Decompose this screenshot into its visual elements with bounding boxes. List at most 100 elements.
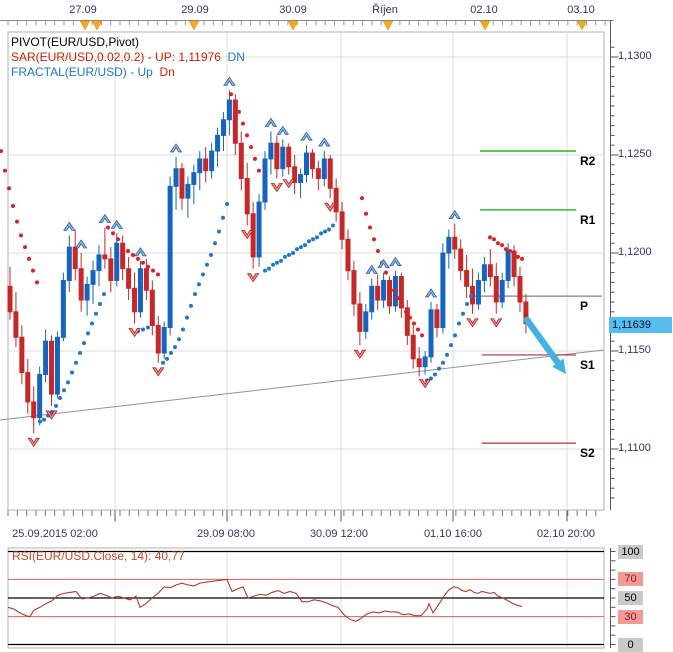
rsi-line (7, 578, 523, 622)
trend-arrow-annotation (523, 316, 562, 366)
candlestick (215, 134, 221, 152)
pivot-label-s1: S1 (580, 357, 595, 372)
fractal-up-icon (169, 143, 183, 153)
sar-dot (42, 417, 46, 422)
top-date-label: 27.09 (69, 4, 97, 16)
sar-dot (469, 294, 473, 299)
candlestick (321, 158, 327, 180)
sar-dot (271, 262, 275, 267)
current-price-tag: 1,11639 (609, 317, 672, 333)
sar-dot (70, 370, 74, 375)
sar-dot (263, 268, 267, 273)
sar-dot (433, 372, 437, 377)
date-marker-triangle-icon (91, 20, 103, 31)
candlestick (191, 172, 197, 185)
pivot-label-r1: R1 (580, 212, 596, 227)
rsi-level-label-100: 100 (618, 544, 643, 559)
sar-dot (197, 282, 201, 287)
candlestick (19, 336, 25, 374)
fractal-down-icon (128, 328, 141, 338)
rsi-level-label-30: 30 (618, 609, 643, 624)
sar-dot (233, 100, 237, 105)
fractal-up-icon (63, 221, 76, 231)
candlestick (66, 246, 72, 281)
fractal-up-icon (134, 247, 147, 257)
sar-dot (111, 231, 115, 236)
candlestick (185, 183, 191, 199)
sar-dot (319, 231, 323, 236)
sar-dot (74, 360, 78, 365)
candlestick (410, 334, 416, 360)
fractal-down-icon (323, 202, 337, 212)
sar-dot (412, 321, 416, 326)
sar-dot (106, 225, 110, 230)
top-date-label: Říjen (372, 4, 398, 16)
sar-dot (396, 296, 400, 301)
legend-fractal-up: FRACTAL(EUR/USD) - Up (11, 65, 153, 79)
sar-dot (445, 352, 449, 357)
fractal-down-icon (246, 273, 260, 283)
candlestick (375, 285, 381, 301)
sar-dot (420, 333, 424, 338)
sar-dot (516, 254, 520, 259)
sar-dot (392, 288, 396, 293)
sar-dot (66, 380, 70, 385)
candlestick (475, 279, 481, 305)
candlestick (84, 283, 90, 301)
sar-dot (416, 327, 420, 332)
sar-dot (388, 280, 392, 285)
fractal-up-icon (223, 76, 236, 86)
sar-dot (376, 249, 380, 254)
sar-dot (131, 252, 135, 257)
sar-dot (327, 227, 331, 232)
candlestick (13, 311, 19, 338)
candlestick (428, 309, 434, 358)
candlestick (398, 276, 404, 309)
candlestick (102, 254, 108, 260)
candlestick (7, 285, 13, 313)
fractal-up-icon (448, 209, 462, 220)
sar-dot (201, 272, 205, 277)
sar-dot (98, 301, 102, 306)
top-date-label: 02.10 (470, 4, 498, 16)
candlestick (143, 268, 149, 291)
candlestick (499, 279, 505, 303)
sar-dot (141, 260, 145, 265)
candlestick (280, 146, 286, 170)
fractal-down-icon (418, 379, 432, 389)
sar-dot (90, 321, 94, 326)
sar-dot (189, 303, 193, 308)
candlestick (90, 270, 96, 285)
legend-sar-up: SAR(EUR/USD,0.02,0.2) - UP: 1,11976 (11, 50, 221, 64)
sar-dot (82, 341, 86, 346)
fractal-up-icon (365, 264, 378, 274)
candlestick (487, 264, 493, 278)
sar-dot (299, 245, 303, 250)
fractal-down-icon (282, 179, 295, 189)
sar-dot (229, 92, 233, 97)
candlestick (458, 248, 464, 272)
fractal-up-icon (264, 117, 278, 127)
sar-dot (193, 292, 197, 297)
candlestick (250, 213, 256, 258)
sar-dot (279, 258, 283, 263)
candlestick (132, 287, 138, 313)
sar-dot (213, 241, 217, 246)
sar-dot (457, 321, 461, 326)
rsi-legend: RSI(EUR/USD.Close, 14): 40,77 (12, 549, 185, 563)
legend-sar-dn: DN (227, 50, 245, 64)
date-marker-triangle-icon (479, 20, 491, 31)
sar-dot (102, 292, 106, 297)
candlestick (72, 246, 78, 270)
price-axis-label: 1,1300 (618, 50, 652, 62)
fractal-up-icon (98, 213, 112, 223)
trend-arrow-head (552, 358, 566, 374)
sar-dot (496, 241, 500, 246)
sar-dot (461, 311, 465, 316)
candlestick (220, 119, 226, 136)
candlestick (345, 238, 351, 272)
sar-dot (465, 301, 469, 306)
sar-dot (221, 215, 225, 220)
